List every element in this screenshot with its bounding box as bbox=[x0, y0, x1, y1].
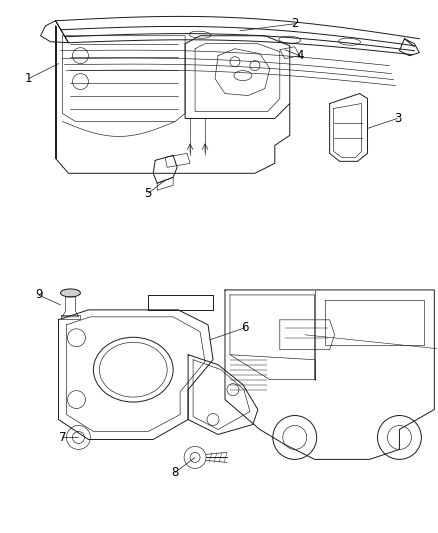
Text: 3: 3 bbox=[394, 112, 401, 125]
Text: 7: 7 bbox=[59, 431, 66, 444]
Text: 4: 4 bbox=[296, 49, 304, 62]
Text: 9: 9 bbox=[35, 288, 42, 301]
Text: 6: 6 bbox=[241, 321, 249, 334]
Text: 8: 8 bbox=[171, 466, 179, 479]
Text: 2: 2 bbox=[291, 17, 299, 30]
Text: 5: 5 bbox=[145, 187, 152, 200]
Text: 1: 1 bbox=[25, 72, 32, 85]
Ellipse shape bbox=[60, 289, 81, 297]
